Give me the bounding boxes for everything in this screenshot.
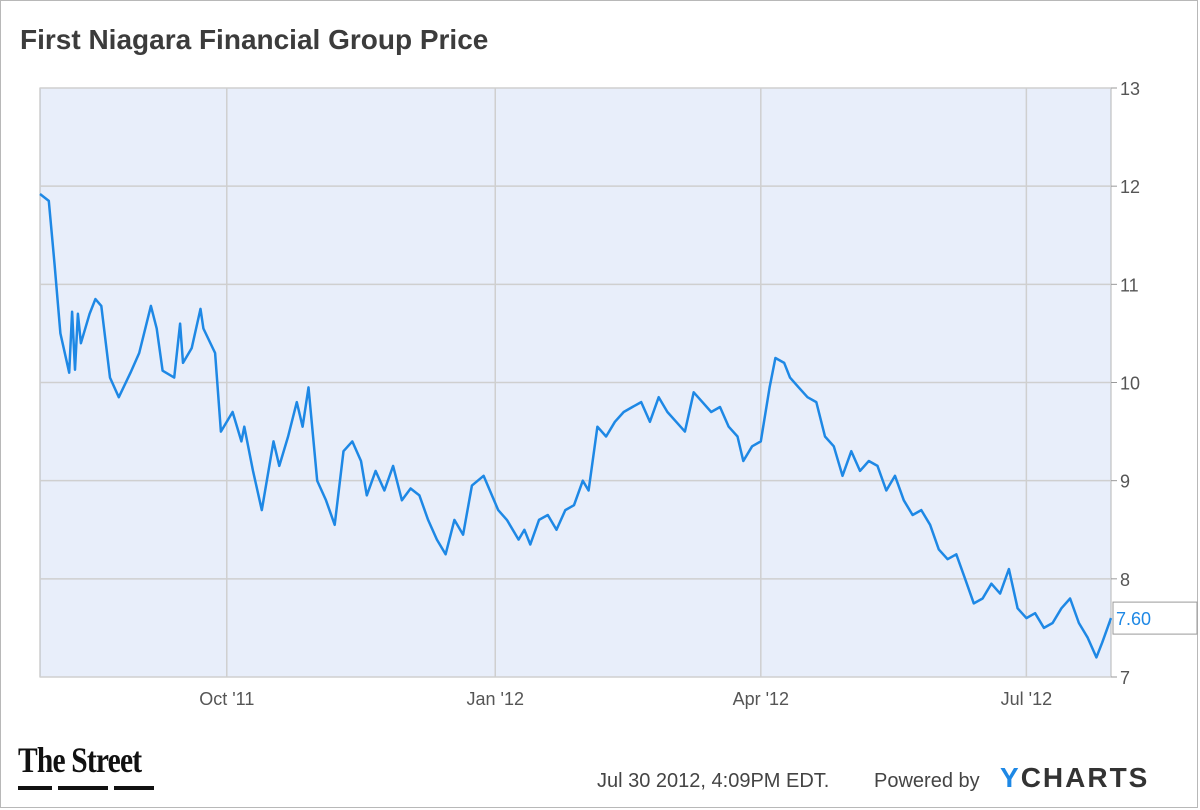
thestreet-logo-underline [18,786,158,790]
last-value-box [1112,601,1198,635]
x-tick-label: Jan '12 [467,689,524,709]
powered-by-label: Powered by [874,770,980,792]
ycharts-logo-text: CHARTS [1020,762,1150,793]
y-tick-label: 12 [1120,177,1140,197]
timestamp: Jul 30 2012, 4:09PM EDT. [597,770,830,792]
y-tick-label: 11 [1120,275,1139,295]
x-tick-label: Jul '12 [1001,689,1052,709]
last-value-label: 7.60 [1116,609,1151,629]
chart-title: First Niagara Financial Group Price [20,24,489,55]
last-value-marker: 7.60 [1112,601,1198,635]
y-tick-label: 9 [1120,472,1130,492]
price-series-line [39,193,1113,659]
y-axis: 7 8 9 10 11 12 13 [1111,79,1140,688]
y-tick-label: 13 [1120,79,1140,99]
x-axis: Oct '11 Jan '12 Apr '12 Jul '12 [199,689,1052,709]
y-tick-label: 10 [1120,374,1140,394]
thestreet-logo: The Street [18,740,142,780]
x-tick-label: Oct '11 [199,689,254,709]
ycharts-logo-y: Y [1000,762,1021,793]
y-tick-label: 8 [1120,570,1130,590]
y-tick-label: 7 [1120,668,1130,688]
x-tick-label: Apr '12 [733,689,789,709]
ycharts-logo[interactable]: YCHARTS [1000,762,1149,794]
gridlines [40,87,1111,678]
